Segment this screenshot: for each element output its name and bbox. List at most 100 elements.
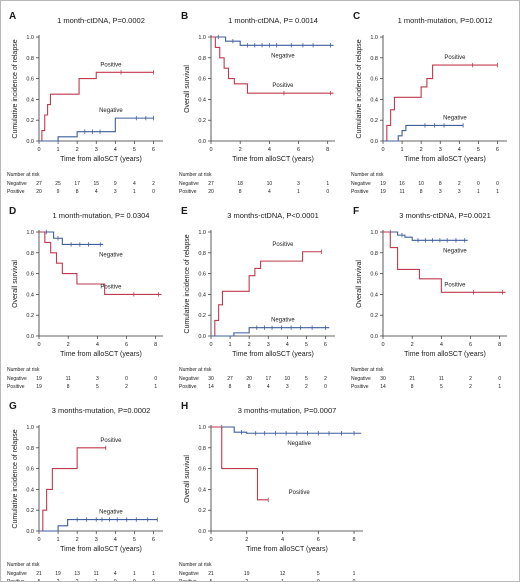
risk-row-label: Negative	[351, 376, 371, 382]
risk-row-label: Positive	[7, 579, 25, 581]
series-label-negative: Negative	[271, 53, 295, 59]
x-tick-label: 6	[317, 537, 320, 543]
risk-value: 21	[409, 376, 415, 382]
risk-value: 8	[248, 384, 251, 390]
risk-value: 0	[133, 579, 136, 581]
risk-value: 8	[229, 384, 232, 390]
km-line-positive	[211, 36, 334, 94]
series-label-negative: Negative	[443, 248, 467, 254]
y-tick-label: 0.0	[198, 139, 206, 145]
y-tick-label: 0.0	[370, 139, 378, 145]
risk-value: 0	[125, 376, 128, 382]
x-tick-label: 0	[381, 147, 384, 153]
risk-value: 2	[152, 181, 155, 187]
y-tick-label: 0.2	[198, 313, 206, 319]
panel-letter: C	[353, 11, 360, 22]
km-line-negative	[211, 327, 330, 337]
x-tick-label: 4	[96, 342, 99, 348]
risk-value: 30	[208, 376, 214, 382]
y-tick-label: 0.4	[370, 97, 378, 103]
risk-value: 8	[76, 189, 79, 195]
x-tick-label: 2	[420, 147, 423, 153]
x-tick-label: 0	[37, 147, 40, 153]
risk-value: 20	[36, 189, 42, 195]
x-tick-label: 1	[57, 147, 60, 153]
km-line-negative	[39, 117, 154, 142]
risk-value: 0	[114, 579, 117, 581]
risk-value: 1	[326, 181, 329, 187]
x-tick-label: 5	[305, 342, 308, 348]
risk-value: 21	[36, 571, 42, 577]
panel-letter: G	[9, 401, 17, 412]
risk-row-label: Positive	[179, 579, 197, 581]
risk-table-header: Number at risk	[351, 367, 384, 373]
panel-title: 3 months-ctDNA, P=0.0021	[399, 211, 491, 220]
risk-value: 5	[210, 579, 213, 581]
risk-value: 9	[114, 181, 117, 187]
risk-value: 3	[458, 189, 461, 195]
x-tick-label: 2	[245, 537, 248, 543]
risk-value: 25	[55, 181, 61, 187]
y-tick-label: 0.4	[198, 97, 206, 103]
risk-table-header: Number at risk	[179, 367, 212, 373]
risk-row-label: Positive	[351, 189, 369, 195]
risk-value: 19	[380, 189, 386, 195]
x-tick-label: 0	[381, 342, 384, 348]
x-tick-label: 2	[76, 147, 79, 153]
risk-value: 2	[305, 384, 308, 390]
panel-title: 1 month-ctDNA, P=0.0002	[57, 16, 145, 25]
x-tick-label: 0	[37, 342, 40, 348]
x-axis-label: Time from alloSCT (years)	[60, 351, 142, 358]
risk-value: 2	[324, 376, 327, 382]
x-tick-label: 0	[37, 537, 40, 543]
y-tick-label: 1.0	[370, 35, 378, 41]
panel-letter: E	[181, 206, 188, 217]
risk-value: 1	[133, 189, 136, 195]
risk-value: 30	[380, 376, 386, 382]
risk-value: 19	[244, 571, 250, 577]
risk-value: 1	[477, 189, 480, 195]
y-tick-label: 1.0	[198, 230, 206, 236]
y-tick-label: 0.6	[370, 272, 378, 278]
y-tick-label: 0.4	[26, 292, 34, 298]
x-tick-label: 1	[57, 537, 60, 543]
risk-table-header: Number at risk	[179, 172, 212, 178]
x-tick-label: 3	[95, 147, 98, 153]
risk-value: 11	[94, 571, 99, 577]
risk-value: 0	[353, 579, 356, 581]
series-label-positive: Positive	[100, 438, 122, 444]
risk-table-header: Number at risk	[7, 562, 40, 568]
risk-value: 20	[246, 376, 252, 382]
y-tick-label: 0.8	[198, 56, 206, 62]
y-tick-label: 0.4	[26, 487, 34, 493]
risk-value: 19	[36, 384, 42, 390]
x-tick-label: 1	[401, 147, 404, 153]
km-line-positive	[39, 231, 162, 295]
y-tick-label: 0.4	[370, 292, 378, 298]
y-tick-label: 0.4	[198, 487, 206, 493]
y-tick-label: 0.0	[370, 334, 378, 340]
risk-value: 2	[469, 376, 472, 382]
x-tick-label: 5	[477, 147, 480, 153]
y-axis-label: Overall survival	[12, 260, 19, 308]
panel-title: 3 months-ctDNA, P<0.0001	[227, 211, 319, 220]
x-tick-label: 4	[114, 537, 117, 543]
y-tick-label: 1.0	[26, 35, 34, 41]
risk-value: 1	[133, 571, 136, 577]
risk-value: 2	[76, 579, 79, 581]
series-label-negative: Negative	[443, 115, 467, 121]
risk-value: 14	[380, 384, 386, 390]
risk-value: 11	[439, 376, 444, 382]
risk-value: 0	[152, 579, 155, 581]
panel-title: 1 month-ctDNA, P= 0.0014	[228, 16, 318, 25]
risk-value: 19	[55, 571, 61, 577]
risk-value: 19	[36, 376, 42, 382]
panel-b: B 1 month-ctDNA, P= 0.0014 0.0 0.2 0.4 0.6 0.8…	[179, 11, 335, 195]
risk-row-label: Negative	[7, 376, 27, 382]
x-axis-label: Time from alloSCT (years)	[232, 156, 314, 163]
risk-row-label: Negative	[179, 571, 199, 577]
y-tick-label: 0.6	[198, 467, 206, 473]
risk-table-header: Number at risk	[351, 172, 384, 178]
risk-value: 2	[57, 579, 60, 581]
panel-title: 3 months-mutation, P=0.0007	[238, 406, 337, 415]
